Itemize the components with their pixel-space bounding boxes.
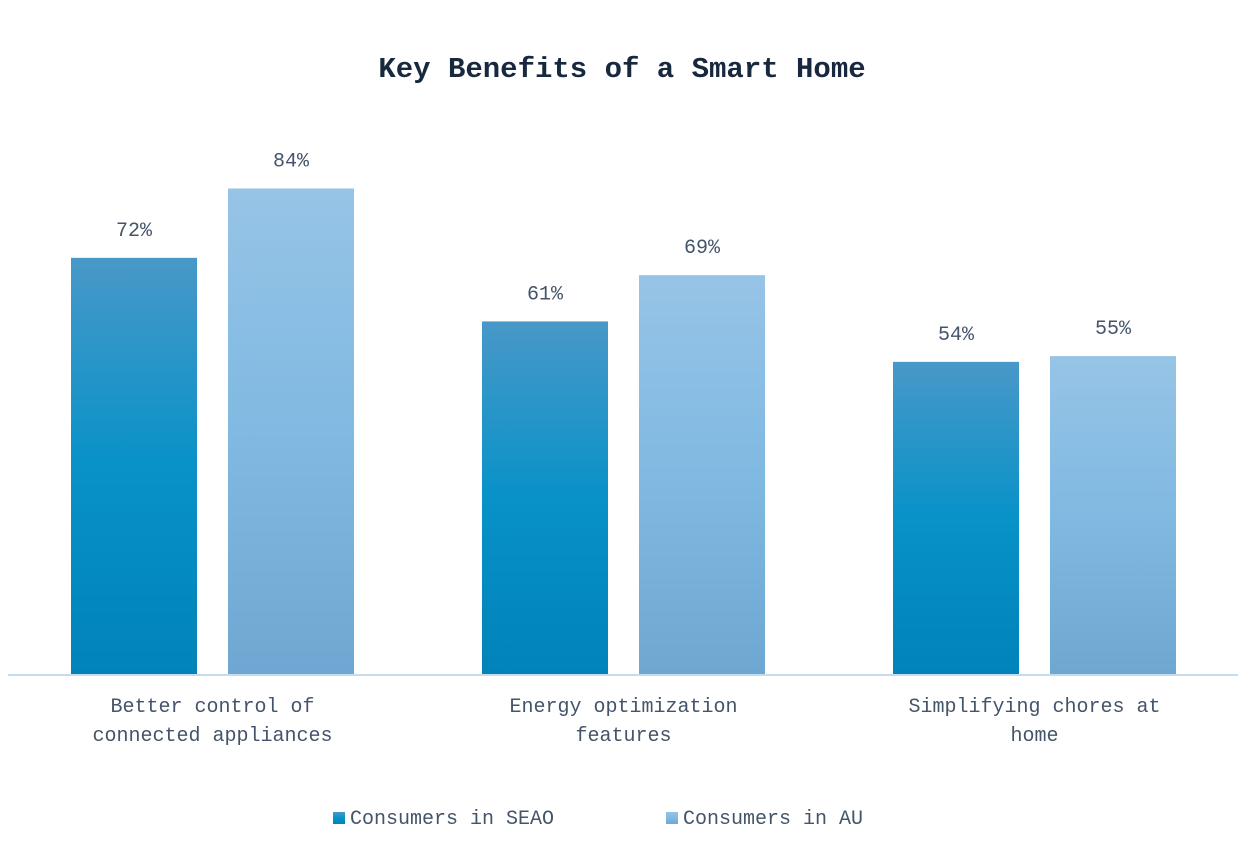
legend-swatch xyxy=(666,812,678,824)
x-tick-label: home xyxy=(1010,725,1058,748)
bar-seao-0 xyxy=(71,257,197,674)
bar-seao-1 xyxy=(482,321,608,674)
x-tick-label: connected appliances xyxy=(92,725,332,748)
x-tick-label: Better control of xyxy=(110,696,314,719)
bar-au-2 xyxy=(1050,356,1176,674)
x-tick-label: Energy optimization xyxy=(509,696,737,719)
legend-label: Consumers in AU xyxy=(683,808,863,831)
bars: 72% 84% 61% 69% 54% 55% xyxy=(71,150,1176,675)
data-label: 84% xyxy=(273,150,310,173)
data-label: 69% xyxy=(684,237,721,260)
legend-label: Consumers in SEAO xyxy=(350,808,554,831)
x-tick-label: Simplifying chores at xyxy=(908,696,1160,719)
data-label: 72% xyxy=(116,220,153,243)
bar-au-1 xyxy=(639,275,765,674)
legend-swatch xyxy=(333,812,345,824)
bar-seao-2 xyxy=(893,361,1019,674)
data-label: 61% xyxy=(527,283,564,306)
legend: Consumers in SEAO Consumers in AU xyxy=(333,808,863,831)
bar-au-0 xyxy=(228,188,354,675)
chart-title: Key Benefits of a Smart Home xyxy=(378,53,865,86)
data-label: 54% xyxy=(938,324,975,347)
x-tick-label: features xyxy=(575,725,671,748)
x-axis-labels: Better control of connected appliances Ene… xyxy=(92,696,1160,748)
data-label: 55% xyxy=(1095,318,1132,341)
